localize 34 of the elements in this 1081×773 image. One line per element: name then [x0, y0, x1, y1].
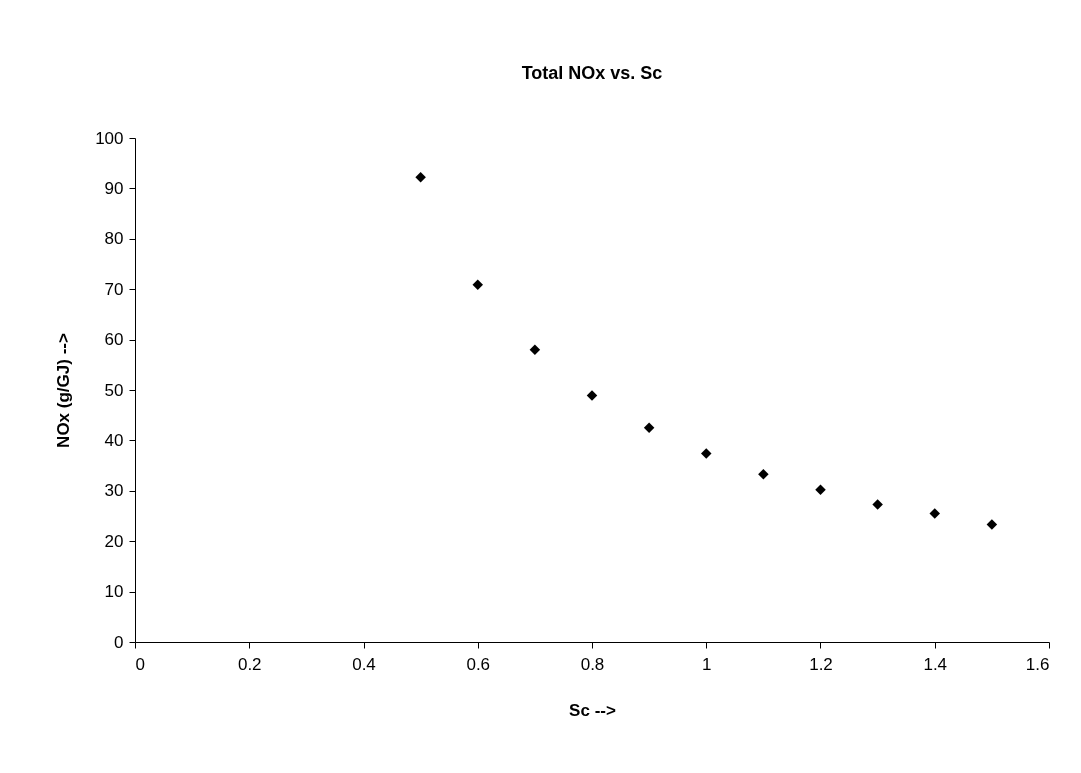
y-tick-label: 90	[104, 178, 124, 198]
y-tick-label: 50	[104, 380, 124, 400]
x-tick-label: 0.6	[466, 654, 491, 674]
point	[872, 499, 883, 510]
point	[529, 344, 541, 355]
point	[986, 519, 998, 530]
y-tick-label: 80	[104, 229, 124, 249]
x-tick-label: 1.4	[923, 654, 948, 674]
y-tick-label: 40	[104, 430, 124, 450]
y-tick-label: 100	[95, 128, 124, 148]
point	[758, 468, 769, 480]
point	[701, 448, 712, 459]
y-tick-label: 30	[104, 481, 124, 501]
y-tick-label: 70	[104, 279, 124, 299]
point	[586, 390, 598, 401]
x-tick-label: 1.2	[809, 654, 833, 674]
chart-title: Total NOx vs. Sc	[521, 63, 663, 83]
x-tick-label: 0	[135, 654, 145, 674]
x-tick-label: 0.8	[580, 654, 605, 674]
point	[929, 508, 940, 519]
y-tick-label: 20	[104, 531, 124, 551]
x-tick-label: 0.2	[237, 654, 262, 674]
x-tick-label: 1	[702, 654, 712, 674]
y-tick-label: 60	[104, 330, 124, 350]
point	[815, 484, 826, 496]
x-axis-title: Sc -->	[569, 700, 616, 720]
x-tick-label: 0.4	[352, 654, 376, 674]
point	[643, 422, 655, 434]
point	[472, 279, 483, 290]
y-tick-label: 0	[114, 632, 124, 652]
point	[415, 172, 426, 183]
y-tick-label: 10	[104, 582, 124, 602]
x-tick-label: 1.6	[1025, 654, 1050, 674]
y-axis-title: NOx (g/GJ) -->	[54, 333, 74, 448]
